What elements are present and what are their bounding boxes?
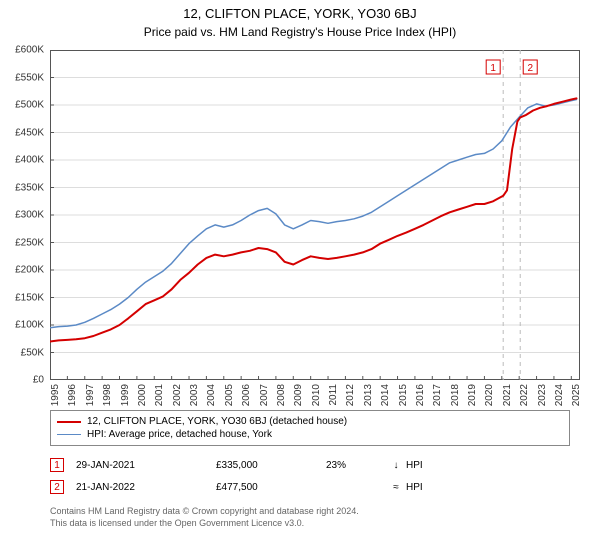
yaxis-tick-label: £100K <box>15 320 44 331</box>
footer: Contains HM Land Registry data © Crown c… <box>50 506 570 529</box>
xaxis-tick-label: 2017 <box>432 384 443 406</box>
xaxis-tick-label: 2009 <box>293 384 304 406</box>
xaxis-tick-label: 1998 <box>102 384 113 406</box>
yaxis-tick-label: £550K <box>15 72 44 83</box>
xaxis-tick-label: 1995 <box>50 384 61 406</box>
xaxis-tick-label: 2016 <box>415 384 426 406</box>
xaxis-tick-label: 2019 <box>467 384 478 406</box>
xaxis-tick-label: 2010 <box>311 384 322 406</box>
xaxis-tick-label: 1996 <box>67 384 78 406</box>
footer-line-1: Contains HM Land Registry data © Crown c… <box>50 506 570 518</box>
xaxis-tick-label: 2023 <box>537 384 548 406</box>
marker-date: 21-JAN-2022 <box>76 482 216 493</box>
footer-line-2: This data is licensed under the Open Gov… <box>50 518 570 530</box>
xaxis-tick-label: 2006 <box>241 384 252 406</box>
xaxis-tick-label: 1997 <box>85 384 96 406</box>
marker-badge: 1 <box>50 458 64 472</box>
xaxis-tick-label: 2011 <box>328 384 339 406</box>
legend: 12, CLIFTON PLACE, YORK, YO30 6BJ (detac… <box>50 410 570 446</box>
yaxis-tick-label: £500K <box>15 100 44 111</box>
marker-price: £477,500 <box>216 482 326 493</box>
legend-swatch-price-paid <box>57 421 81 423</box>
yaxis-tick-label: £350K <box>15 182 44 193</box>
xaxis-tick-label: 2004 <box>206 384 217 406</box>
chart-svg: 12 <box>50 50 580 380</box>
marker-relative-to: HPI <box>406 460 570 471</box>
xaxis-tick-label: 2005 <box>224 384 235 406</box>
xaxis-tick-label: 2018 <box>450 384 461 406</box>
xaxis-tick-label: 1999 <box>120 384 131 406</box>
marker-pct-symbol: ≈ <box>386 482 406 493</box>
marker-badge: 2 <box>50 480 64 494</box>
xaxis-tick-label: 2007 <box>259 384 270 406</box>
xaxis-tick-label: 2015 <box>398 384 409 406</box>
chart-area: 12 £0£50K£100K£150K£200K£250K£300K£350K£… <box>50 50 580 380</box>
yaxis-tick-label: £0 <box>33 375 44 386</box>
legend-label-hpi: HPI: Average price, detached house, York <box>87 429 272 440</box>
xaxis-tick-label: 2002 <box>172 384 183 406</box>
yaxis-tick-label: £600K <box>15 45 44 56</box>
marker-table: 1 29-JAN-2021£335,00023%↓HPI 2 21-JAN-2022£… <box>50 454 570 498</box>
legend-swatch-hpi <box>57 434 81 435</box>
legend-row-hpi: HPI: Average price, detached house, York <box>57 428 563 441</box>
yaxis-tick-label: £250K <box>15 237 44 248</box>
xaxis-tick-label: 2025 <box>571 384 582 406</box>
yaxis-tick-label: £450K <box>15 127 44 138</box>
yaxis-tick-label: £200K <box>15 265 44 276</box>
xaxis-tick-label: 2022 <box>519 384 530 406</box>
xaxis-tick-label: 2013 <box>363 384 374 406</box>
marker-pct-symbol: ↓ <box>386 460 406 471</box>
xaxis-tick-label: 2024 <box>554 384 565 406</box>
svg-text:1: 1 <box>490 63 496 74</box>
xaxis-tick-label: 2000 <box>137 384 148 406</box>
marker-date: 29-JAN-2021 <box>76 460 216 471</box>
xaxis-tick-label: 2001 <box>154 384 165 406</box>
xaxis-tick-label: 2012 <box>345 384 356 406</box>
marker-relative-to: HPI <box>406 482 570 493</box>
yaxis-tick-label: £400K <box>15 155 44 166</box>
yaxis-tick-label: £150K <box>15 292 44 303</box>
svg-text:2: 2 <box>527 63 533 74</box>
chart-title: 12, CLIFTON PLACE, YORK, YO30 6BJ <box>0 0 600 21</box>
yaxis-tick-label: £300K <box>15 210 44 221</box>
xaxis-tick-label: 2014 <box>380 384 391 406</box>
xaxis-tick-label: 2008 <box>276 384 287 406</box>
legend-label-price-paid: 12, CLIFTON PLACE, YORK, YO30 6BJ (detac… <box>87 416 347 427</box>
marker-row: 1 29-JAN-2021£335,00023%↓HPI <box>50 454 570 476</box>
marker-row: 2 21-JAN-2022£477,500 ≈HPI <box>50 476 570 498</box>
xaxis-tick-label: 2021 <box>502 384 513 406</box>
marker-price: £335,000 <box>216 460 326 471</box>
chart-subtitle: Price paid vs. HM Land Registry's House … <box>0 21 600 43</box>
xaxis-tick-label: 2020 <box>484 384 495 406</box>
marker-pct: 23% <box>326 460 386 471</box>
xaxis-tick-label: 2003 <box>189 384 200 406</box>
legend-row-price-paid: 12, CLIFTON PLACE, YORK, YO30 6BJ (detac… <box>57 415 563 428</box>
yaxis-tick-label: £50K <box>21 347 44 358</box>
